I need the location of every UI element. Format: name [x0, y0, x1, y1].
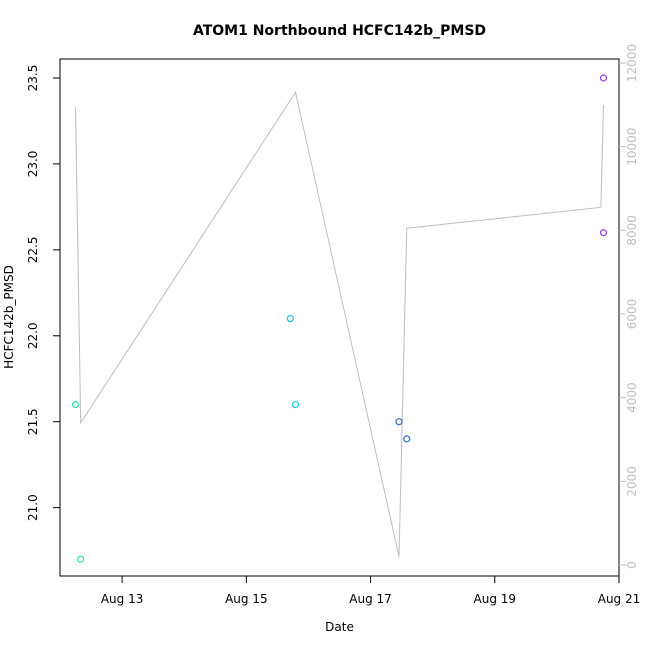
data-point: [77, 555, 85, 563]
secondary-line-layer: [75, 91, 604, 557]
x-axis-label: Date: [325, 620, 354, 634]
right-tick-label: 2000: [625, 466, 639, 497]
chart-title: ATOM1 Northbound HCFC142b_PMSD: [193, 23, 486, 39]
right-axis: 0 2000 4000 6000 8000 10000 12000: [619, 44, 639, 569]
right-tick-label: 6000: [625, 299, 639, 330]
data-point: [395, 418, 403, 426]
right-tick-label: 4000: [625, 382, 639, 413]
data-point: [599, 229, 608, 237]
right-tick-label: 0: [625, 561, 639, 569]
points-layer: [71, 74, 608, 563]
y-axis-label: HCFC142b_PMSD: [2, 265, 16, 369]
x-tick-label: Aug 19: [474, 592, 517, 606]
x-tick-label: Aug 17: [349, 592, 392, 606]
left-tick-label: 23.5: [26, 65, 40, 92]
data-point: [599, 74, 608, 82]
right-tick-label: 10000: [625, 128, 639, 166]
data-point: [291, 400, 300, 409]
right-tick-label: 8000: [625, 215, 639, 246]
left-tick-label: 22.5: [26, 236, 40, 263]
data-point: [403, 435, 411, 443]
secondary-series-line: [75, 91, 604, 557]
right-tick-label: 12000: [625, 44, 639, 82]
x-tick-label: Aug 13: [101, 592, 144, 606]
x-tick-label: Aug 15: [225, 592, 268, 606]
data-point: [71, 400, 80, 409]
left-tick-label: 23.0: [26, 151, 40, 178]
plot-frame: [59, 58, 620, 577]
x-axis: Aug 13 Aug 15 Aug 17 Aug 19 Aug 21: [101, 576, 640, 606]
x-tick-label: Aug 21: [598, 592, 641, 606]
left-axis: 21.0 21.5 22.0 22.5 23.0 23.5: [26, 65, 60, 521]
left-tick-label: 21.5: [26, 408, 40, 435]
left-tick-label: 21.0: [26, 494, 40, 521]
data-point: [286, 314, 294, 323]
left-tick-label: 22.0: [26, 322, 40, 349]
